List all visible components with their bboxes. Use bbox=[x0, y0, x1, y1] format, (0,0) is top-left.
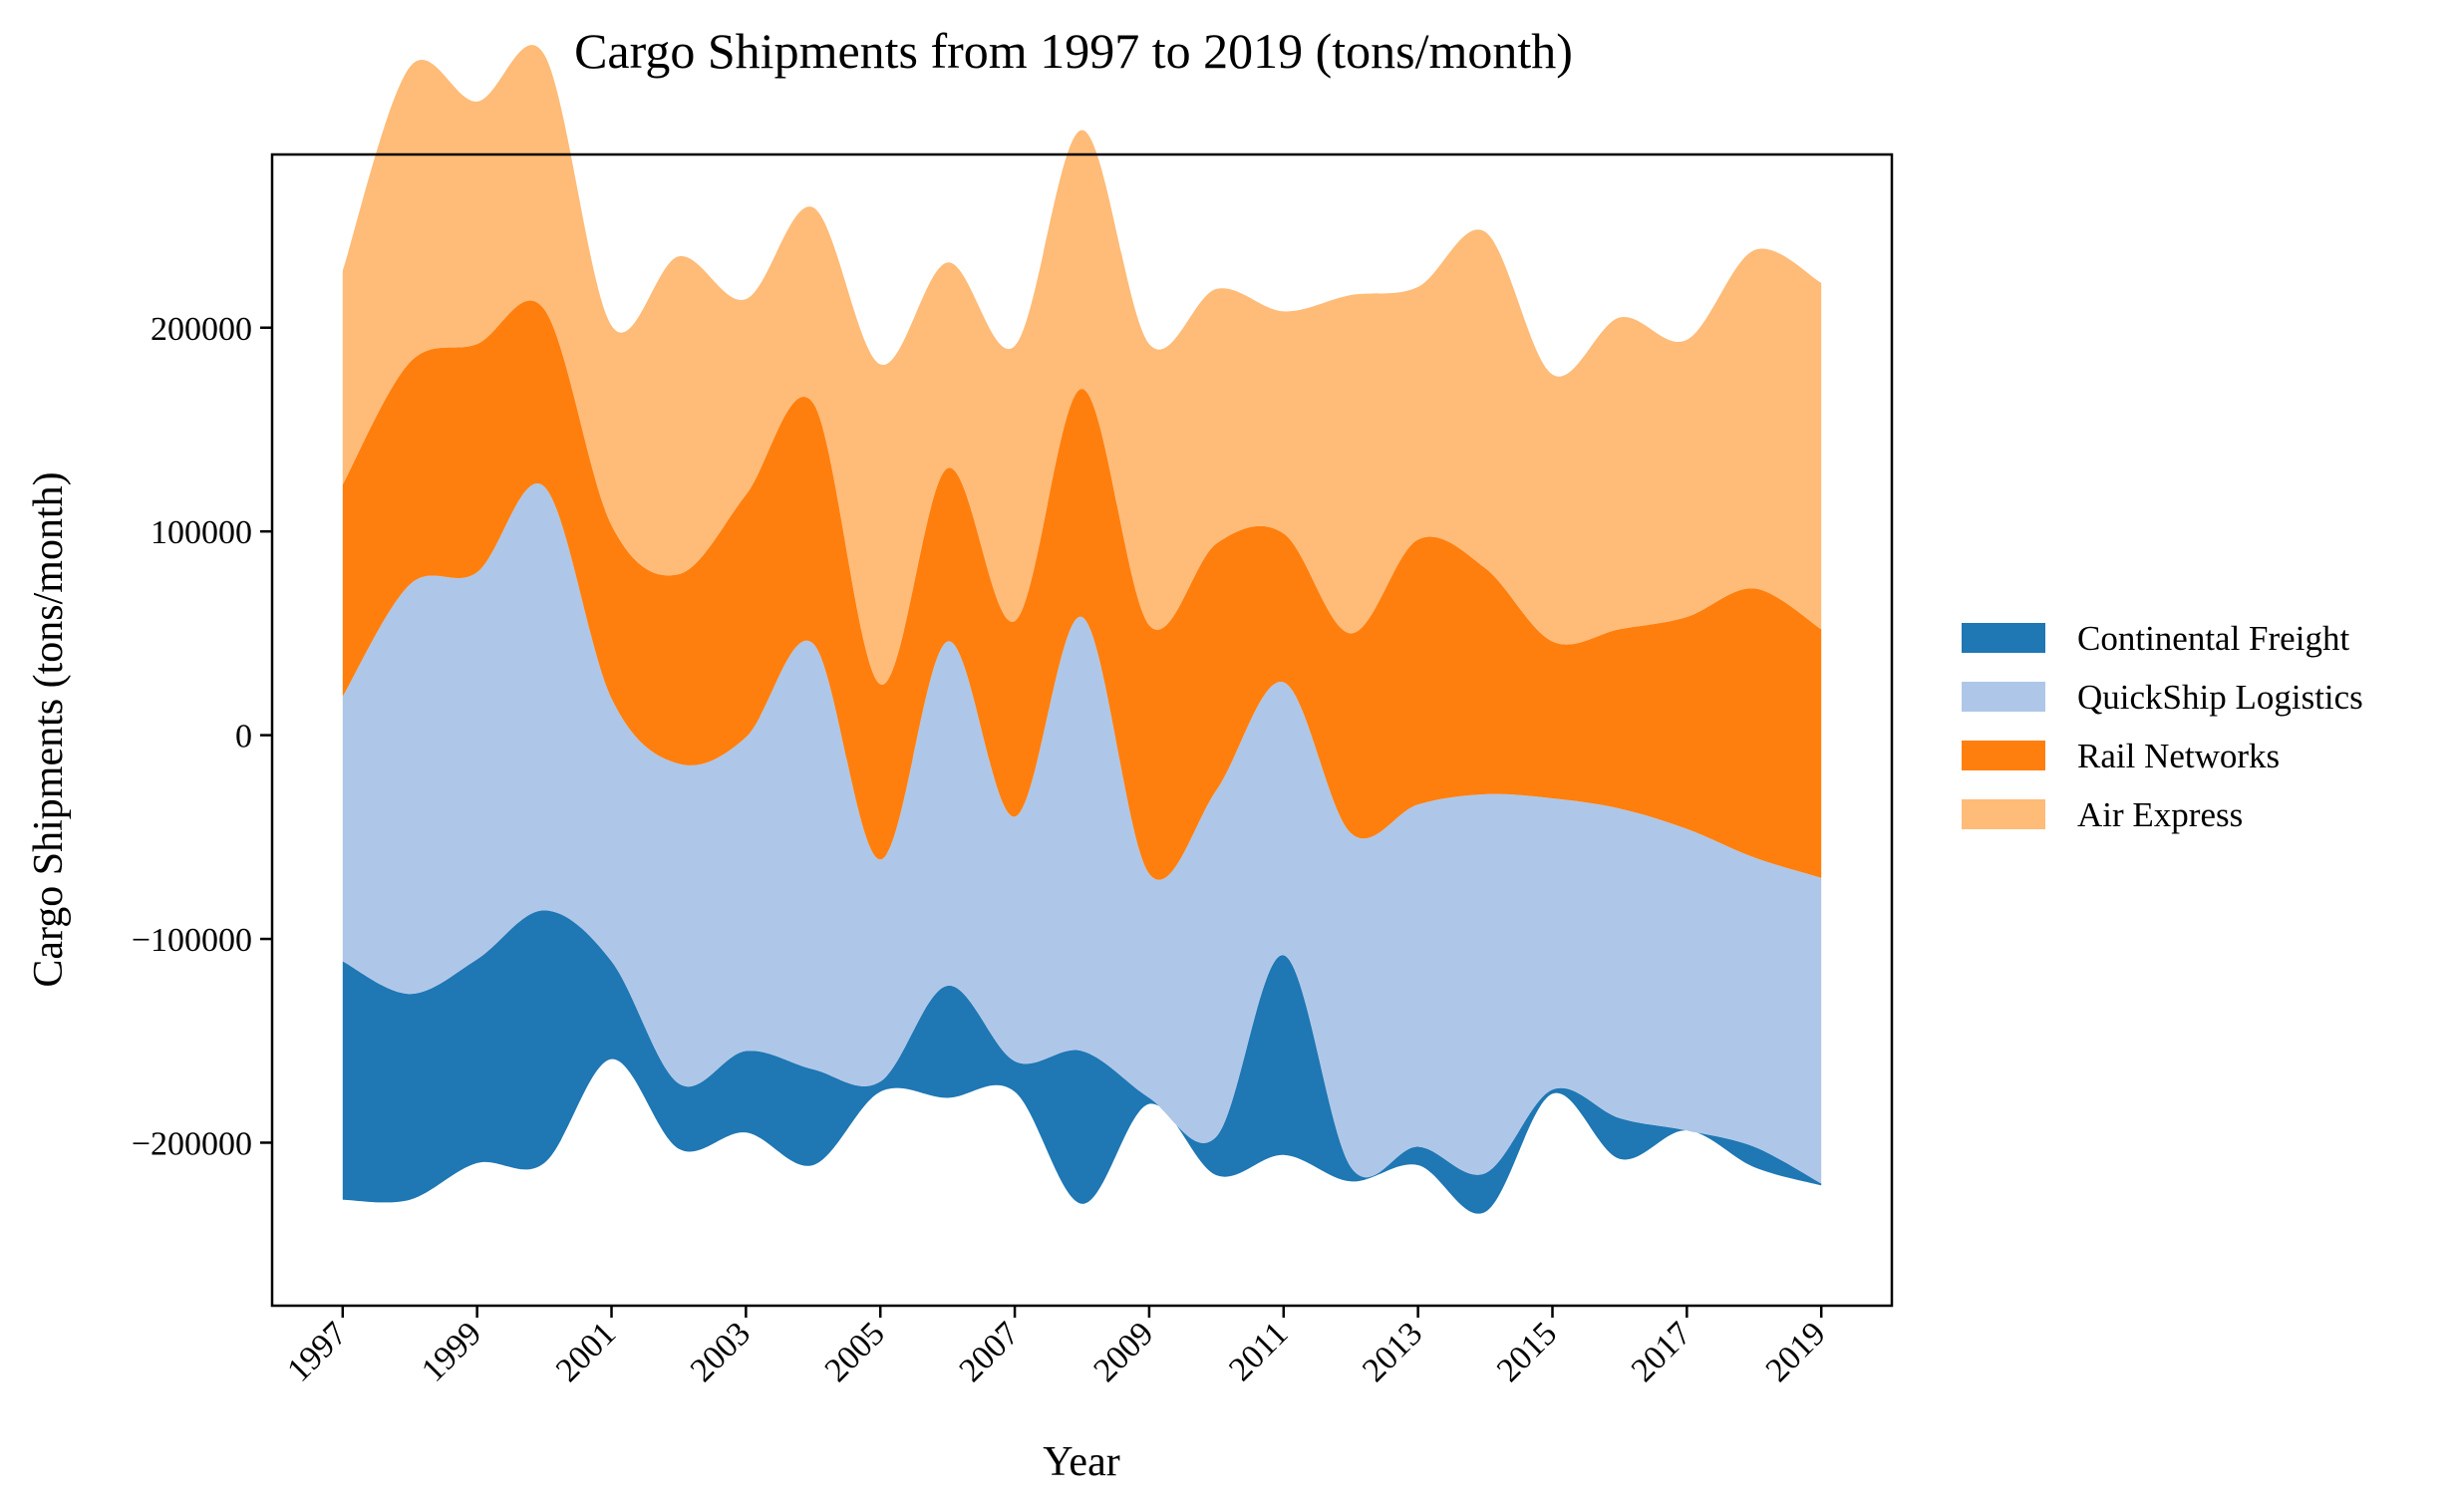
y-tick-label-200000: 200000 bbox=[151, 311, 252, 348]
legend-swatch-rail-networks bbox=[1962, 741, 2045, 770]
x-tick-label-2017: 2017 bbox=[1625, 1315, 1698, 1388]
x-tick-label-2019: 2019 bbox=[1759, 1315, 1833, 1388]
legend-label-rail-networks: Rail Networks bbox=[2077, 737, 2280, 775]
x-tick-label-2001: 2001 bbox=[549, 1315, 623, 1388]
area-rail-networks bbox=[342, 300, 1822, 880]
x-tick-label-2013: 2013 bbox=[1356, 1315, 1429, 1388]
stream-areas bbox=[342, 45, 1822, 1214]
x-tick-label-1999: 1999 bbox=[415, 1315, 488, 1388]
x-tick-label-2011: 2011 bbox=[1222, 1315, 1295, 1387]
y-tick-label--100000: −100000 bbox=[132, 922, 252, 959]
plot-frame bbox=[270, 152, 1894, 1308]
legend-label-continental-freight: Continental Freight bbox=[2077, 619, 2349, 658]
x-tick-label-2005: 2005 bbox=[818, 1315, 892, 1388]
legend-swatch-continental-freight bbox=[1962, 623, 2045, 653]
x-axis-title: Year bbox=[1043, 1439, 1119, 1485]
x-tick-label-2015: 2015 bbox=[1490, 1315, 1564, 1388]
x-axis: 1997 1999 2001 2003 2005 2007 2009 2011 2013 2015… bbox=[280, 1306, 1833, 1389]
chart-title: Cargo Shipments from 1997 to 2019 (tons/… bbox=[574, 23, 1573, 79]
y-tick-label--200000: −200000 bbox=[132, 1125, 252, 1162]
legend-swatch-air-express bbox=[1962, 799, 2045, 829]
x-tick-label-2007: 2007 bbox=[952, 1315, 1026, 1388]
x-tick-label-1997: 1997 bbox=[280, 1315, 354, 1388]
x-tick-label-2003: 2003 bbox=[684, 1315, 758, 1388]
y-axis-title: Cargo Shipments (tons/month) bbox=[26, 471, 72, 987]
legend: Continental Freight QuickShip Logistics Ra… bbox=[1962, 619, 2363, 834]
area-air-express bbox=[342, 45, 1822, 685]
area-continental-freight bbox=[342, 910, 1822, 1214]
legend-label-air-express: Air Express bbox=[2077, 795, 2243, 834]
y-axis: −200000 −100000 0 100000 200000 bbox=[132, 311, 272, 1162]
area-quickship-logistics bbox=[342, 483, 1822, 1184]
y-tick-label-0: 0 bbox=[235, 719, 252, 756]
legend-label-quickship-logistics: QuickShip Logistics bbox=[2077, 678, 2363, 717]
y-tick-label-100000: 100000 bbox=[151, 514, 252, 551]
legend-swatch-quickship-logistics bbox=[1962, 682, 2045, 712]
x-tick-label-2009: 2009 bbox=[1086, 1315, 1160, 1388]
